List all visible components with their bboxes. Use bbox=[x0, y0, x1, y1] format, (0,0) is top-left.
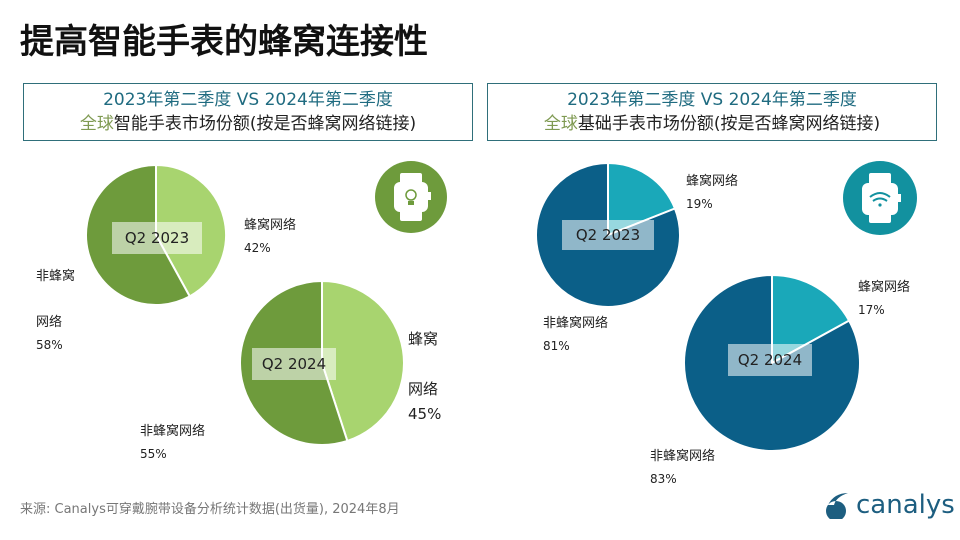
canalys-logo-icon bbox=[826, 493, 848, 519]
smartwatch-lightbulb-icon bbox=[375, 161, 447, 233]
slice-label: 蜂窝网络 42% bbox=[244, 214, 296, 260]
slice-label: 非蜂窝 网络 58% bbox=[36, 265, 75, 357]
slice-value: 83% bbox=[650, 472, 677, 486]
header-line1: 2023年第二季度 VS 2024年第二季度 bbox=[103, 90, 393, 110]
header-line2: 基础手表市场份额(按是否蜂窝网络链接) bbox=[577, 114, 881, 134]
slice-label: 蜂窝 网络 45% bbox=[408, 327, 441, 427]
slice-name: 非蜂窝网络 bbox=[650, 449, 716, 464]
right-panel-header: 2023年第二季度 VS 2024年第二季度 全球基础手表市场份额(按是否蜂窝网… bbox=[487, 83, 937, 141]
slice-value: 58% bbox=[36, 338, 63, 352]
slice-label: 非蜂窝网络 81% bbox=[543, 312, 608, 358]
header-highlight: 全球 bbox=[79, 114, 114, 134]
slice-name: 蜂窝网络 bbox=[408, 330, 439, 398]
slice-value: 17% bbox=[858, 303, 885, 317]
pie-slice bbox=[607, 161, 677, 237]
page-title: 提高智能手表的蜂窝连接性 bbox=[20, 22, 428, 62]
pie-center-label: Q2 2024 bbox=[252, 348, 336, 380]
slice-name: 蜂窝网络 bbox=[858, 280, 911, 295]
slice-name: 非蜂窝网络 bbox=[543, 316, 609, 331]
slice-label: 非蜂窝网络 55% bbox=[140, 420, 205, 466]
slice-label: 非蜂窝网络 83% bbox=[650, 445, 715, 491]
slice-value: 42% bbox=[244, 241, 271, 255]
logo-text: canalys bbox=[856, 490, 955, 520]
header-line2: 智能手表市场份额(按是否蜂窝网络链接) bbox=[113, 114, 417, 134]
slice-name: 蜂窝网络 bbox=[244, 218, 297, 233]
pie-center-label: Q2 2024 bbox=[728, 344, 812, 376]
left-panel-header: 2023年第二季度 VS 2024年第二季度 全球智能手表市场份额(按是否蜂窝网… bbox=[23, 83, 473, 141]
slice-name: 蜂窝网络 bbox=[686, 174, 739, 189]
pie-center-label: Q2 2023 bbox=[562, 220, 654, 250]
slice-name: 非蜂窝网络 bbox=[36, 269, 76, 330]
slice-value: 19% bbox=[686, 197, 713, 211]
slice-value: 55% bbox=[140, 447, 167, 461]
pie-slice bbox=[321, 279, 405, 443]
pie-center-label: Q2 2023 bbox=[112, 222, 202, 254]
slice-value: 45% bbox=[408, 405, 442, 423]
header-line1: 2023年第二季度 VS 2024年第二季度 bbox=[567, 90, 857, 110]
canalys-logo: canalys bbox=[822, 490, 955, 520]
slice-value: 81% bbox=[543, 339, 570, 353]
pie-slice bbox=[771, 273, 851, 365]
slice-label: 蜂窝网络 19% bbox=[686, 170, 738, 216]
slice-label: 蜂窝网络 17% bbox=[858, 276, 910, 322]
watch-wifi-icon bbox=[843, 161, 917, 235]
source-note: 来源: Canalys可穿戴腕带设备分析统计数据(出货量), 2024年8月 bbox=[20, 502, 400, 517]
header-highlight: 全球 bbox=[543, 114, 578, 134]
slice-name: 非蜂窝网络 bbox=[140, 424, 206, 439]
